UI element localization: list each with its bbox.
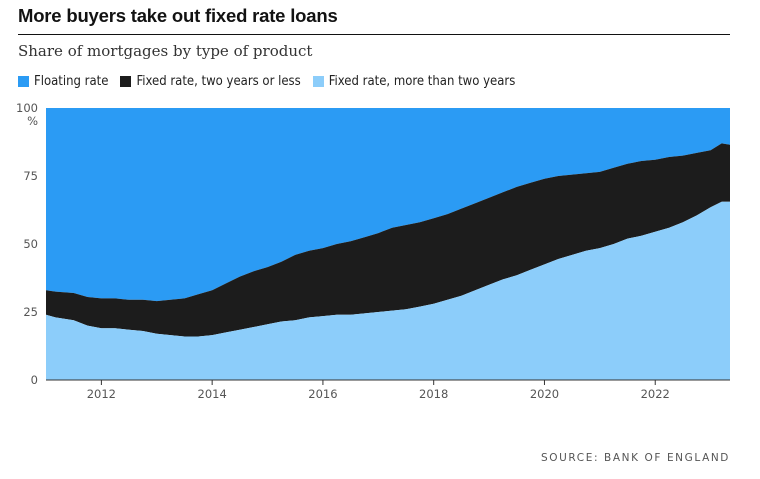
x-tick-label-2014: 2014 xyxy=(198,387,227,401)
legend-item-fixed-long: Fixed rate, more than two years xyxy=(312,73,516,89)
area-fixed-rate-two-years-or-less xyxy=(46,143,730,337)
legend-label-floating-rate: Floating rate xyxy=(34,73,109,89)
legend-swatch-floating-rate xyxy=(18,75,29,87)
area-fixed-rate-more-than-two-years xyxy=(46,201,730,380)
y-axis-unit-label: % xyxy=(27,114,38,128)
area-floating-rate xyxy=(46,108,730,302)
legend-label-fixed-short: Fixed rate, two years or less xyxy=(136,73,301,89)
title-divider xyxy=(18,34,730,35)
legend-swatch-fixed-long xyxy=(312,75,324,87)
x-tick-label-2016: 2016 xyxy=(308,387,337,401)
x-tick-label-2012: 2012 xyxy=(87,387,116,401)
y-tick-label-100: 100 xyxy=(16,101,38,115)
source-note: SOURCE: BANK OF ENGLAND xyxy=(541,452,730,464)
x-tick-label-2020: 2020 xyxy=(530,387,559,401)
legend-label-fixed-long: Fixed rate, more than two years xyxy=(328,73,516,89)
legend-item-floating-rate: Floating rate xyxy=(18,74,108,89)
y-tick-label-75: 75 xyxy=(23,169,38,183)
y-tick-label-25: 25 xyxy=(23,305,38,319)
x-tick-label-2018: 2018 xyxy=(419,387,448,401)
y-tick-label-0: 0 xyxy=(31,373,38,387)
legend: Floating rate Fixed rate, two years or l… xyxy=(18,72,527,90)
legend-swatch-fixed-short xyxy=(120,75,132,87)
x-tick-label-2022: 2022 xyxy=(641,387,670,401)
legend-item-fixed-short: Fixed rate, two years or less xyxy=(120,73,301,89)
y-tick-label-50: 50 xyxy=(23,237,38,251)
chart-subtitle: Share of mortgages by type of product xyxy=(18,42,313,60)
chart-title: More buyers take out fixed rate loans xyxy=(18,5,338,26)
